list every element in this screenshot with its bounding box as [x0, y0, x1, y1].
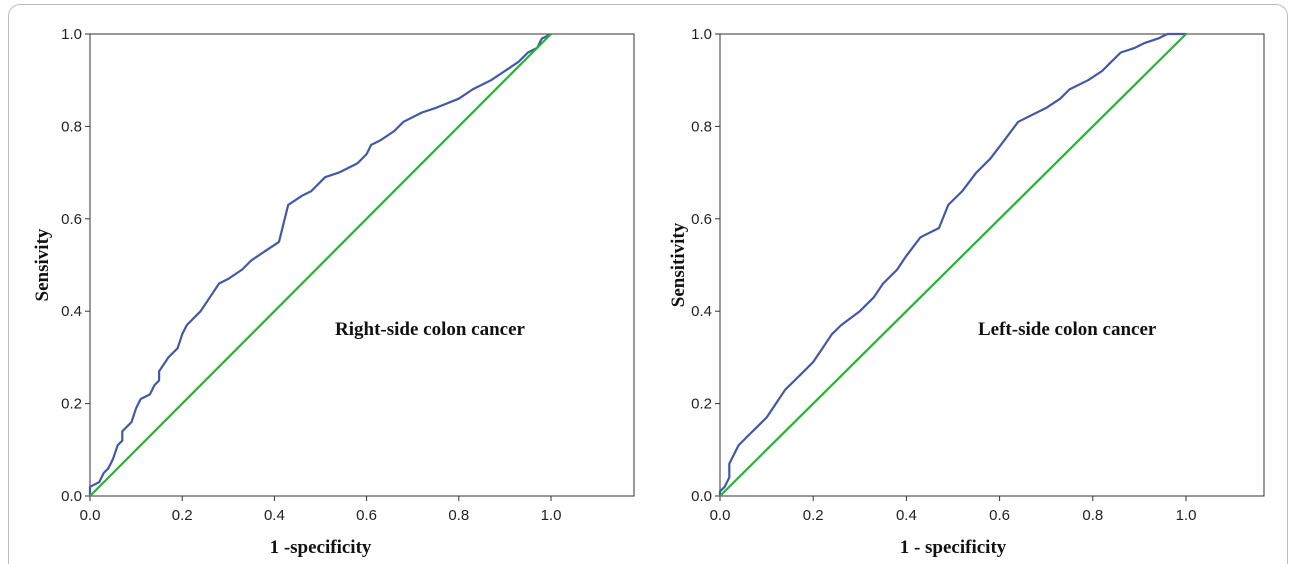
- x-tick-label: 0.0: [710, 507, 731, 524]
- y-tick-label: 0.2: [61, 396, 82, 413]
- x-tick-label: 0.2: [803, 507, 824, 524]
- figure-frame: [8, 4, 1288, 564]
- chart-annotation: Right-side colon cancer: [335, 319, 526, 340]
- x-tick-label: 0.2: [172, 507, 193, 524]
- x-axis-title: 1 - specificity: [900, 537, 1007, 558]
- x-axis-title: 1 -specificity: [270, 537, 372, 558]
- x-tick-label: 0.8: [1082, 507, 1103, 524]
- x-tick-label: 0.0: [80, 507, 101, 524]
- y-axis-title: Sensivity: [32, 228, 53, 301]
- reference-diagonal-line: [719, 33, 1187, 497]
- y-tick-label: 0.6: [691, 211, 712, 228]
- y-tick-label: 0.4: [691, 303, 712, 320]
- chart-annotation: Left-side colon cancer: [978, 319, 1157, 340]
- x-tick-label: 1.0: [1176, 507, 1197, 524]
- plot-area-border: [719, 33, 1265, 497]
- chart-panel-2: 0.0 0.2 0.4 0.6 0.8 1.0 0.0 0.2 0.4 0.6 0.8 1.0 Left…: [668, 26, 1265, 558]
- y-tick-label: 0.8: [61, 118, 82, 135]
- roc-curve-line: [718, 32, 1186, 496]
- plot-area-border: [89, 33, 635, 497]
- chart-panel-1: 0.0 0.2 0.4 0.6 0.8 1.0 0.0 0.2 0.4 0.6 0.8 1.0 Righ…: [32, 26, 635, 558]
- y-tick-label: 1.0: [691, 26, 712, 43]
- y-axis-title: Sensitivity: [668, 222, 689, 307]
- roc-curve-line: [88, 33, 552, 496]
- x-tick-label: 0.4: [896, 507, 917, 524]
- y-tick-label: 0.4: [61, 303, 82, 320]
- y-tick-label: 0.0: [691, 488, 712, 505]
- x-tick-label: 1.0: [541, 507, 562, 524]
- x-tick-label: 0.6: [356, 507, 377, 524]
- x-tick-label: 0.6: [989, 507, 1010, 524]
- y-tick-label: 0.2: [691, 396, 712, 413]
- y-tick-label: 0.0: [61, 488, 82, 505]
- x-tick-label: 0.8: [448, 507, 469, 524]
- y-tick-label: 0.8: [691, 118, 712, 135]
- reference-diagonal-line: [89, 33, 552, 497]
- y-tick-label: 1.0: [61, 26, 82, 43]
- x-tick-label: 0.4: [264, 507, 285, 524]
- y-tick-label: 0.6: [61, 211, 82, 228]
